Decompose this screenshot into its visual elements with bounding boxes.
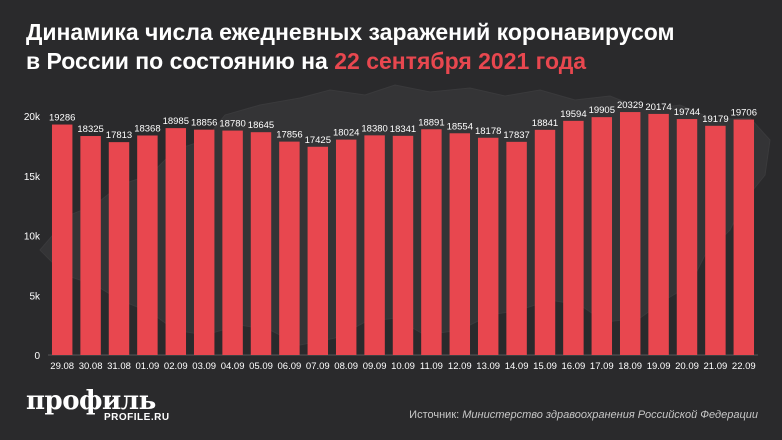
bar	[279, 141, 300, 355]
title-line1: Динамика числа ежедневных заражений коро…	[26, 19, 675, 45]
x-tick-label: 05.09	[249, 361, 273, 372]
bar	[648, 113, 669, 355]
bar	[421, 129, 442, 355]
x-tick-label: 11.09	[420, 361, 443, 372]
source-text: Министерство здравоохранения Российской …	[462, 409, 758, 421]
data-label: 18368	[134, 124, 160, 135]
chart-title: Динамика числа ежедневных заражений коро…	[26, 18, 766, 76]
source-note: Источник: Министерство здравоохранения Р…	[409, 409, 758, 421]
profile-logo[interactable]: профиль PROFILE.RU	[26, 388, 170, 423]
x-tick-label: 16.09	[562, 361, 586, 372]
x-tick-label: 01.09	[136, 361, 160, 372]
y-tick-label: 5k	[29, 291, 41, 302]
data-label: 18780	[219, 119, 245, 130]
bar	[733, 119, 755, 355]
data-label: 18891	[418, 117, 444, 128]
x-tick-label: 22.09	[732, 361, 756, 372]
data-label: 19179	[702, 114, 728, 125]
data-label: 19706	[731, 108, 757, 119]
data-label: 18024	[333, 128, 359, 139]
bar	[364, 135, 385, 355]
bar	[51, 124, 73, 355]
title-line2-prefix: в России по состоянию на	[26, 48, 335, 74]
data-label: 19905	[589, 105, 615, 116]
x-tick-label: 08.09	[334, 361, 358, 372]
bar	[108, 142, 130, 355]
data-label: 20329	[617, 100, 643, 111]
bar	[534, 129, 556, 355]
x-tick-label: 17.09	[590, 361, 614, 372]
x-tick-label: 20.09	[675, 361, 699, 372]
logo-wordmark: профиль	[26, 386, 156, 416]
bar	[619, 112, 641, 355]
data-label: 17425	[305, 135, 331, 146]
x-tick-label: 06.09	[278, 361, 302, 372]
x-tick-label: 31.08	[107, 361, 131, 372]
data-label: 18341	[390, 124, 416, 135]
bar	[705, 125, 726, 356]
bar	[193, 129, 215, 355]
bar	[250, 132, 272, 355]
source-label: Источник:	[409, 409, 463, 421]
bar	[591, 117, 613, 355]
x-tick-label: 29.08	[50, 361, 74, 372]
data-label: 18985	[163, 116, 189, 127]
bar	[506, 141, 527, 355]
x-tick-label: 14.09	[505, 361, 529, 372]
x-tick-label: 07.09	[306, 361, 330, 372]
data-label: 19286	[49, 113, 75, 124]
bar	[165, 128, 187, 355]
x-tick-label: 21.09	[704, 361, 728, 372]
data-label: 17813	[106, 130, 132, 141]
logo-domain: PROFILE.RU	[104, 412, 170, 423]
data-label: 19594	[560, 109, 586, 120]
x-tick-label: 19.09	[647, 361, 671, 372]
bar	[335, 139, 357, 355]
bar	[563, 120, 584, 355]
x-tick-label: 02.09	[164, 361, 188, 372]
x-tick-label: 18.09	[618, 361, 642, 372]
data-label: 20174	[645, 102, 671, 113]
bar	[222, 130, 243, 355]
data-label: 18380	[361, 123, 387, 134]
data-label: 18178	[475, 126, 501, 137]
bar	[477, 137, 499, 355]
x-tick-label: 12.09	[448, 361, 472, 372]
data-label: 18554	[447, 121, 473, 132]
bar	[137, 135, 158, 355]
y-tick-label: 20k	[24, 112, 41, 123]
bar	[676, 119, 698, 355]
x-tick-label: 10.09	[391, 361, 415, 372]
data-label: 18325	[77, 124, 103, 135]
x-tick-label: 03.09	[192, 361, 216, 372]
data-label: 19744	[674, 107, 700, 118]
bar	[307, 146, 329, 355]
bar	[80, 136, 101, 355]
data-label: 17837	[503, 130, 529, 141]
bar	[392, 135, 414, 355]
data-label: 18841	[532, 118, 558, 129]
title-date-highlight: 22 сентября 2021 года	[334, 48, 587, 74]
x-tick-label: 13.09	[476, 361, 500, 372]
x-tick-label: 04.09	[221, 361, 245, 372]
x-tick-label: 15.09	[533, 361, 557, 372]
bar	[449, 133, 471, 355]
data-label: 18645	[248, 120, 274, 131]
y-tick-label: 0	[34, 351, 40, 362]
x-tick-label: 09.09	[363, 361, 387, 372]
data-label: 18856	[191, 118, 217, 129]
y-tick-label: 15k	[24, 172, 41, 183]
x-tick-label: 30.08	[79, 361, 103, 372]
y-tick-label: 10k	[24, 232, 41, 243]
data-label: 17856	[276, 130, 302, 141]
